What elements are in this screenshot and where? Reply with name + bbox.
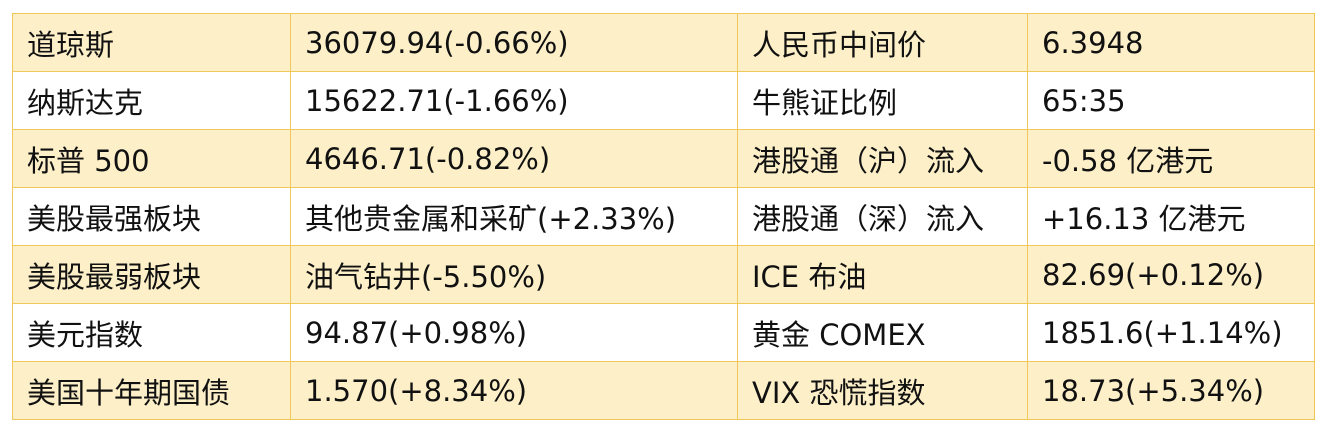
value-cell: 油气钻井(-5.50%) xyxy=(290,245,738,304)
label-cell: 黄金 COMEX xyxy=(737,303,1028,362)
label-cell: 港股通（深）流入 xyxy=(737,187,1028,246)
value-cell: 18.73(+5.34%) xyxy=(1027,361,1315,420)
label-cell: 美股最强板块 xyxy=(12,187,291,246)
value-cell: 15622.71(-1.66%) xyxy=(290,71,738,130)
value-cell: 1.570(+8.34%) xyxy=(290,361,738,420)
table-row: 美股最弱板块 油气钻井(-5.50%) ICE 布油 82.69(+0.12%) xyxy=(12,245,1315,304)
table-row: 纳斯达克 15622.71(-1.66%) 牛熊证比例 65:35 xyxy=(12,71,1315,130)
table-container: 道琼斯 36079.94(-0.66%) 人民币中间价 6.3948 纳斯达克 15622… xyxy=(12,13,1315,420)
table-body: 道琼斯 36079.94(-0.66%) 人民币中间价 6.3948 纳斯达克 15622… xyxy=(12,13,1315,420)
label-cell: 人民币中间价 xyxy=(737,13,1028,72)
value-cell: 36079.94(-0.66%) xyxy=(290,13,738,72)
table-row: 美国十年期国债 1.570(+8.34%) VIX 恐慌指数 18.73(+5.34%… xyxy=(12,361,1315,420)
market-table: 道琼斯 36079.94(-0.66%) 人民币中间价 6.3948 纳斯达克 15622… xyxy=(12,13,1315,420)
label-cell: 美元指数 xyxy=(12,303,291,362)
value-cell: -0.58 亿港元 xyxy=(1027,129,1315,188)
value-cell: 4646.71(-0.82%) xyxy=(290,129,738,188)
value-cell: 6.3948 xyxy=(1027,13,1315,72)
value-cell: 82.69(+0.12%) xyxy=(1027,245,1315,304)
label-cell: 美国十年期国债 xyxy=(12,361,291,420)
label-cell: 标普 500 xyxy=(12,129,291,188)
label-cell: ICE 布油 xyxy=(737,245,1028,304)
label-cell: 港股通（沪）流入 xyxy=(737,129,1028,188)
value-cell: 65:35 xyxy=(1027,71,1315,130)
label-cell: 美股最弱板块 xyxy=(12,245,291,304)
table-row: 美股最强板块 其他贵金属和采矿(+2.33%) 港股通（深）流入 +16.13 亿港元 xyxy=(12,187,1315,246)
table-row: 道琼斯 36079.94(-0.66%) 人民币中间价 6.3948 xyxy=(12,13,1315,72)
label-cell: VIX 恐慌指数 xyxy=(737,361,1028,420)
label-cell: 道琼斯 xyxy=(12,13,291,72)
label-cell: 纳斯达克 xyxy=(12,71,291,130)
value-cell: +16.13 亿港元 xyxy=(1027,187,1315,246)
value-cell: 1851.6(+1.14%) xyxy=(1027,303,1315,362)
value-cell: 94.87(+0.98%) xyxy=(290,303,738,362)
value-cell: 其他贵金属和采矿(+2.33%) xyxy=(290,187,738,246)
table-row: 美元指数 94.87(+0.98%) 黄金 COMEX 1851.6(+1.14%) xyxy=(12,303,1315,362)
label-cell: 牛熊证比例 xyxy=(737,71,1028,130)
table-row: 标普 500 4646.71(-0.82%) 港股通（沪）流入 -0.58 亿港元 xyxy=(12,129,1315,188)
